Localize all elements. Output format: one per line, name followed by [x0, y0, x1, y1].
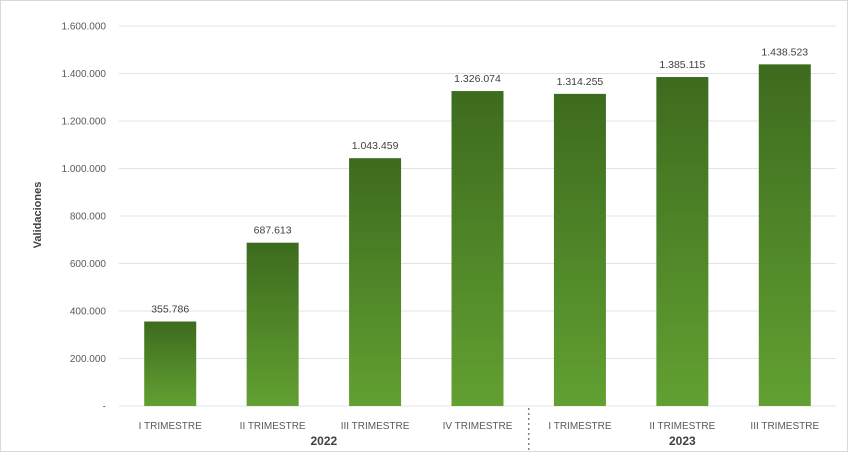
x-category-label: I TRIMESTRE — [139, 421, 202, 432]
x-category-label: II TRIMESTRE — [240, 421, 306, 432]
y-axis-ticks: - 200.000 400.000 600.000 800.000 1.000.000 1.… — [62, 22, 107, 413]
y-tick-label: 1.200.000 — [62, 117, 107, 128]
data-label: 687.613 — [254, 225, 292, 237]
bar — [246, 242, 299, 406]
bars — [144, 64, 811, 407]
bar — [144, 321, 197, 406]
x-category-label: II TRIMESTRE — [649, 421, 715, 432]
x-group-label: 2022 — [311, 434, 338, 448]
data-label: 355.786 — [151, 304, 189, 316]
y-tick-label: 1.000.000 — [62, 164, 107, 175]
bar — [553, 93, 606, 406]
data-label: 1.438.523 — [761, 46, 808, 58]
x-category-label: I TRIMESTRE — [548, 421, 611, 432]
bar — [758, 64, 811, 407]
data-labels: 355.786 687.613 1.043.459 1.326.074 1.314.25… — [151, 46, 808, 315]
data-label: 1.385.115 — [659, 59, 705, 71]
x-category-label: III TRIMESTRE — [750, 421, 819, 432]
x-axis-categories: I TRIMESTRE II TRIMESTRE III TRIMESTRE IV T… — [139, 421, 820, 432]
data-label: 1.314.255 — [557, 76, 604, 88]
x-group-label: 2023 — [669, 434, 696, 448]
bar — [451, 91, 504, 406]
y-axis-title: Validaciones — [32, 182, 44, 249]
y-tick-label: 1.600.000 — [62, 22, 107, 33]
data-label: 1.326.074 — [454, 73, 501, 85]
y-tick-label: - — [103, 402, 106, 413]
y-tick-label: 600.000 — [70, 259, 107, 270]
y-tick-label: 1.400.000 — [62, 69, 107, 80]
y-tick-label: 200.000 — [70, 354, 107, 365]
y-tick-label: 800.000 — [70, 212, 107, 223]
y-tick-label: 400.000 — [70, 307, 107, 318]
x-category-label: III TRIMESTRE — [341, 421, 410, 432]
x-axis-groups: 2022 2023 — [311, 408, 696, 451]
data-label: 1.043.459 — [352, 140, 399, 152]
x-category-label: IV TRIMESTRE — [443, 421, 513, 432]
bar — [349, 158, 402, 406]
bar — [656, 77, 709, 406]
